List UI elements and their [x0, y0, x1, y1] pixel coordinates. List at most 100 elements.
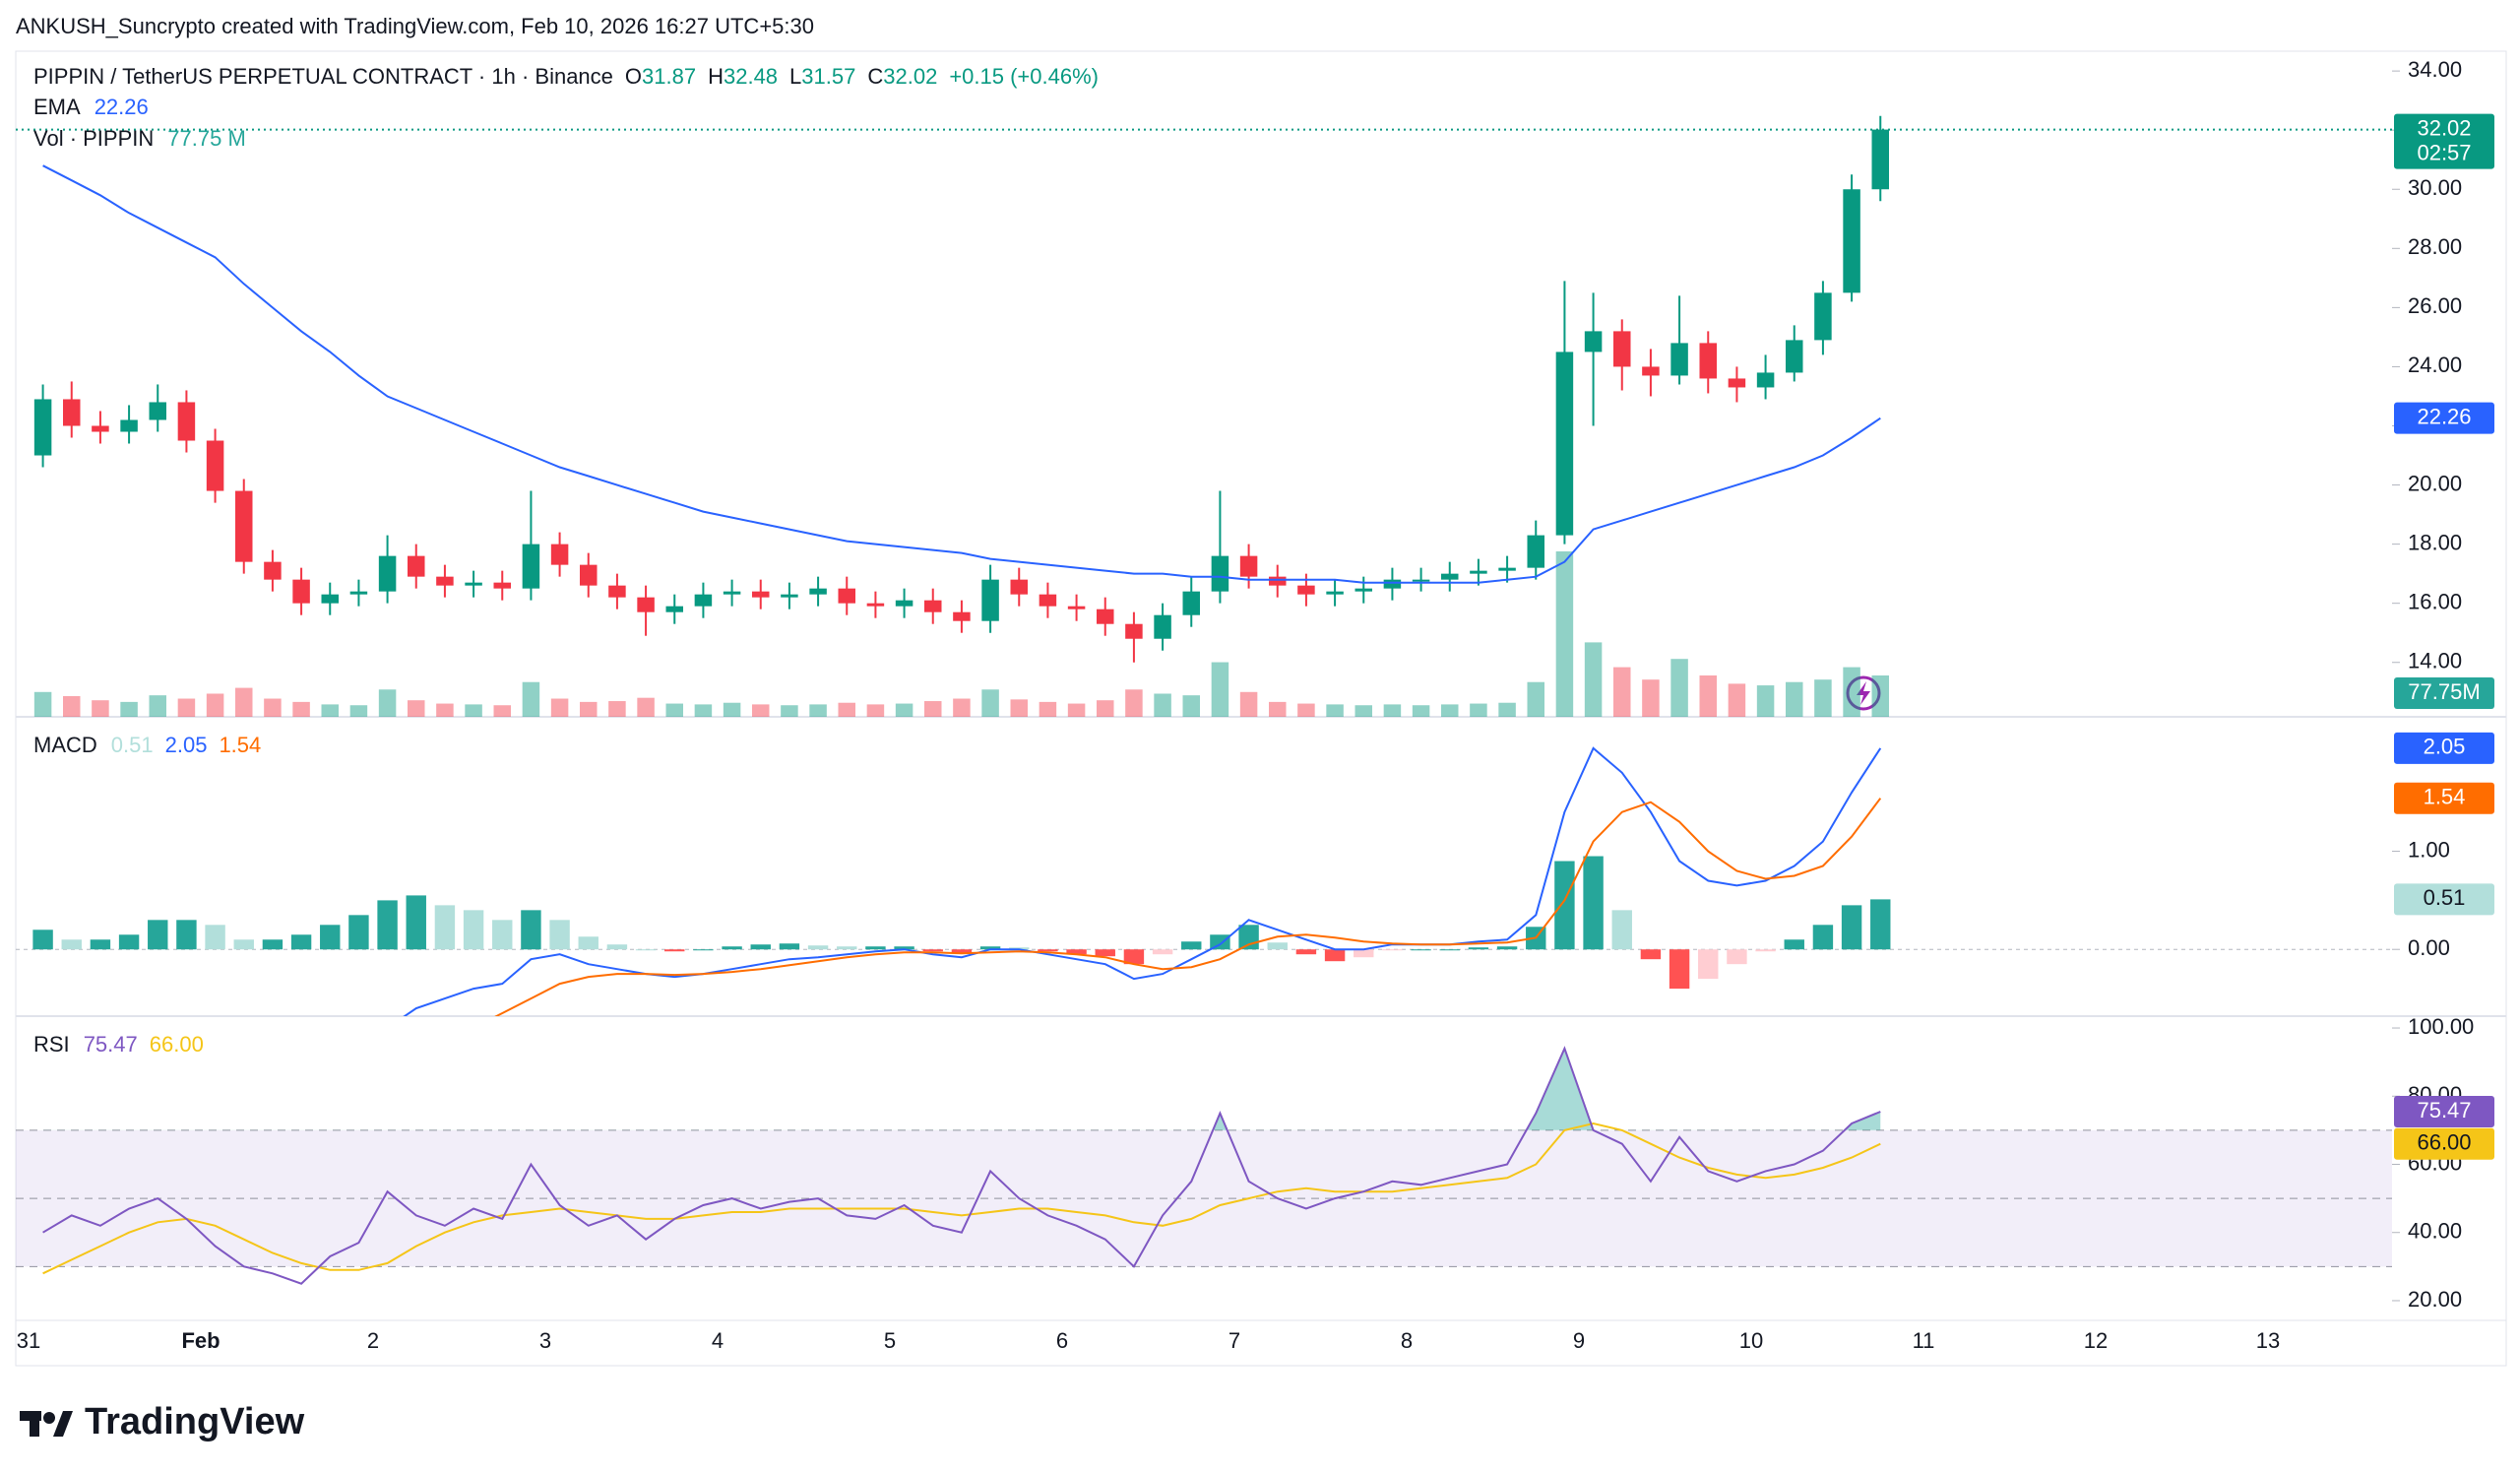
logo-mark: [43, 1412, 55, 1424]
volume-bar: [1182, 695, 1200, 717]
histogram-bar: [549, 920, 570, 950]
ohlc-key: H: [708, 64, 724, 89]
candle-body: [522, 544, 540, 589]
macd-badge-bg: [2394, 732, 2494, 764]
volume-bar: [1584, 642, 1603, 717]
macd-key: MACD: [33, 733, 97, 757]
legend: MACD 0.51 2.05 1.54: [33, 733, 261, 757]
histogram-bar: [1210, 934, 1230, 950]
last-price-badge: [2394, 113, 2494, 169]
logo: [20, 1411, 73, 1437]
volume-bar: [1097, 700, 1114, 717]
volume-bar: [694, 704, 713, 717]
candle-body: [1470, 570, 1487, 574]
y-tick-label: 18.00: [2408, 530, 2462, 554]
rsi-ma-value: 66.00: [150, 1032, 204, 1057]
candle-body: [292, 579, 310, 604]
candle-body: [436, 576, 454, 586]
histogram-badge: 0.51: [2424, 885, 2466, 910]
volume-bar: [981, 689, 999, 717]
candle-body: [694, 594, 713, 607]
x-tick-label: 4: [712, 1328, 724, 1353]
logo-mark: [53, 1411, 73, 1437]
candle-body: [637, 597, 655, 612]
change: +0.15 (+0.46%): [949, 64, 1099, 89]
candle-body: [1269, 576, 1287, 586]
volume-value: 77.75 M: [167, 126, 246, 151]
volume-bar: [895, 703, 914, 717]
histogram-bar: [1095, 949, 1115, 957]
candle-body: [924, 600, 942, 612]
ema-badge: 22.26: [2417, 404, 2471, 428]
candle-body: [206, 440, 224, 491]
volume-bar: [1642, 679, 1660, 717]
x-tick-label: 12: [2084, 1328, 2108, 1353]
rsi-ma-line: [42, 1122, 1881, 1275]
volume-bar: [436, 703, 454, 717]
candle-body: [1699, 343, 1717, 379]
volume-bar: [752, 704, 770, 717]
histogram-bar: [664, 949, 685, 952]
candle-body: [752, 591, 770, 598]
candle-body: [1756, 372, 1775, 388]
candle-body: [1412, 579, 1430, 582]
histogram-bar: [807, 945, 829, 950]
candle-body: [1441, 573, 1459, 580]
candle-body: [92, 425, 109, 432]
histogram-bar: [1123, 949, 1145, 965]
candle-body: [177, 402, 196, 441]
x-tick-label: 7: [1228, 1328, 1240, 1353]
histogram-bar: [1640, 949, 1662, 960]
volume-bar: [1555, 551, 1574, 717]
alert-icon: [1846, 675, 1881, 711]
candle-body: [408, 555, 425, 577]
histogram-bar: [61, 939, 82, 950]
candle-body: [781, 594, 798, 598]
volume-bar: [866, 704, 885, 717]
legend: RSI 75.47 66.00: [33, 1032, 204, 1057]
volume-key: Vol · PIPPIN: [33, 126, 154, 151]
histogram-bar: [578, 936, 598, 950]
signal-line: [494, 798, 1882, 1016]
histogram-bar: [635, 949, 657, 951]
volume-bar: [1125, 689, 1143, 717]
signal-badge: 1.54: [2424, 785, 2466, 809]
volume-bar: [1326, 704, 1344, 717]
x-tick-label: 11: [1913, 1328, 1935, 1353]
volume-bar: [1670, 659, 1688, 717]
histogram-bar: [1554, 861, 1575, 950]
volume-bar: [723, 702, 741, 717]
histogram-bar: [262, 939, 284, 950]
candle-body: [321, 594, 339, 604]
histogram-bar: [1468, 947, 1489, 950]
candle-body: [866, 603, 885, 607]
histogram-bar: [118, 934, 140, 950]
candle-body: [1498, 567, 1516, 571]
y-tick-label: 100.00: [2408, 1014, 2474, 1039]
volume-bar: [637, 697, 655, 717]
volume-bar: [1498, 702, 1516, 717]
ohlc-key: O: [625, 64, 642, 89]
candle-body: [580, 564, 598, 586]
histogram-bar: [1238, 925, 1259, 950]
volume-bar: [493, 705, 511, 717]
histogram-bar: [377, 900, 398, 950]
histogram-bar: [1812, 925, 1834, 950]
y-tick-label: 24.00: [2408, 352, 2462, 377]
histogram-bar: [693, 949, 714, 951]
volume-bar: [264, 698, 282, 717]
candle-body: [235, 490, 253, 562]
volume-bar: [1756, 685, 1775, 717]
histogram-bar: [1669, 949, 1690, 990]
ohlc-key: L: [789, 64, 801, 89]
volume-bar: [1814, 679, 1832, 717]
volume-bar: [1527, 681, 1544, 717]
candle-body: [1383, 579, 1402, 589]
rsi-ma-badge-bg: [2394, 1127, 2494, 1160]
volume-bar: [1470, 703, 1487, 717]
histogram-bar: [521, 910, 541, 950]
histogram-bar: [951, 949, 973, 954]
signal-value: 1.54: [219, 733, 261, 757]
volume-bar: [63, 696, 81, 717]
